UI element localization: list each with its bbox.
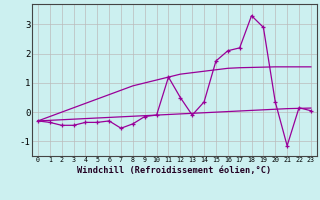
X-axis label: Windchill (Refroidissement éolien,°C): Windchill (Refroidissement éolien,°C) (77, 166, 272, 175)
